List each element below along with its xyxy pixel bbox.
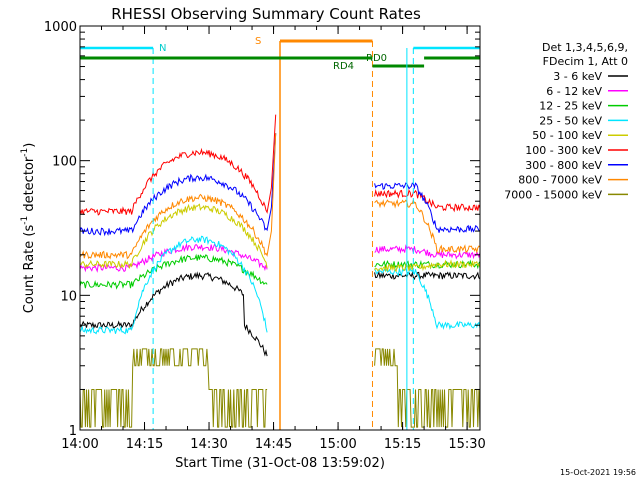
x-tick-label: 14:45	[255, 437, 292, 452]
x-axis: 14:00 14:15 14:30 14:45 15:00 15:15 15:30	[61, 26, 486, 452]
legend-label-7: 800 - 7000 keV	[518, 174, 602, 187]
series-line-7	[79, 133, 481, 260]
legend-header-line2: FDecim 1, Att 0	[543, 55, 628, 68]
rd4-label: RD4	[333, 61, 354, 72]
y-axis-label-close: )	[22, 143, 37, 148]
series-line-6	[79, 133, 481, 237]
series-line-8	[79, 348, 481, 428]
y-tick-label: 10	[60, 289, 77, 304]
y-axis-label-sup2: -1	[20, 148, 30, 157]
y-axis-label-main: Count Rate (s	[22, 225, 37, 314]
x-tick-label: 15:00	[319, 437, 356, 452]
x-tick-label: 15:30	[448, 437, 485, 452]
rd0-label: RD0	[366, 53, 387, 64]
annotation-bars: N S RD0 RD4	[80, 36, 480, 430]
legend-header-line1: Det 1,3,4,5,6,9,	[542, 41, 628, 54]
legend-label-2: 12 - 25 keV	[539, 100, 602, 113]
legend-label-5: 100 - 300 keV	[525, 144, 602, 157]
x-tick-label: 14:00	[61, 437, 98, 452]
date-stamp: 15-Oct-2021 19:56	[560, 468, 636, 477]
x-axis-label: Start Time (31-Oct-08 13:59:02)	[175, 456, 385, 471]
legend-label-6: 300 - 800 keV	[525, 159, 602, 172]
legend-label-0: 3 - 6 keV	[553, 70, 602, 83]
saa-label: S	[255, 36, 261, 47]
y-tick-label: 1	[69, 424, 77, 439]
plot-area	[79, 114, 481, 428]
x-tick-label: 14:15	[126, 437, 163, 452]
legend-label-3: 25 - 50 keV	[539, 114, 602, 127]
legend-label-4: 50 - 100 keV	[532, 129, 602, 142]
y-axis-label-tail: detector	[22, 156, 37, 216]
y-tick-label: 100	[52, 155, 77, 170]
y-axis-label-sup1: -1	[20, 216, 30, 225]
y-axis-label: Count Rate (s-1 detector-1)	[20, 143, 37, 314]
series-line-0	[79, 270, 481, 357]
chart-title: RHESSI Observing Summary Count Rates	[111, 5, 421, 23]
y-tick-label: 1000	[44, 20, 77, 35]
legend-label-8: 7000 - 15000 keV	[504, 188, 602, 201]
series-line-3	[79, 235, 481, 335]
series-line-4	[79, 203, 481, 273]
x-tick-label: 15:15	[384, 437, 421, 452]
night-label: N	[159, 43, 166, 54]
y-axis: 1 10 100 1000	[44, 20, 480, 439]
legend: Det 1,3,4,5,6,9, FDecim 1, Att 0 3 - 6 k…	[504, 41, 628, 201]
legend-label-1: 6 - 12 keV	[546, 85, 602, 98]
x-tick-label: 14:30	[190, 437, 227, 452]
plot-frame	[79, 25, 481, 431]
